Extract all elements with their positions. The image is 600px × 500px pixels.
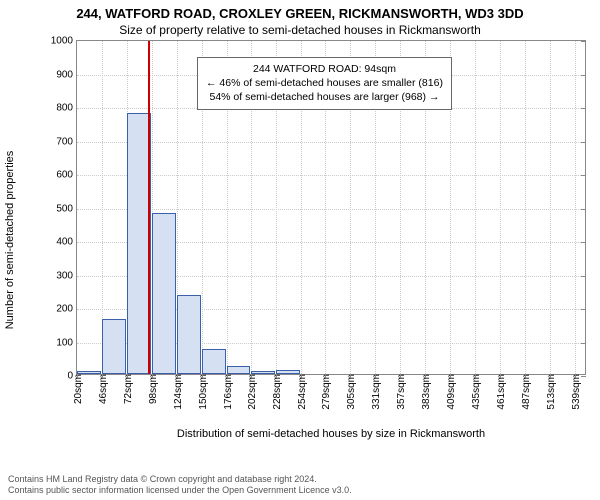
y-tick-mark: [581, 75, 586, 76]
x-tick-label: 254sqm: [295, 374, 308, 410]
gridline-v: [550, 41, 551, 374]
histogram-bar: [177, 295, 201, 374]
x-tick-mark: [77, 374, 78, 378]
y-tick-mark: [581, 242, 586, 243]
x-tick-label: 435sqm: [469, 374, 482, 410]
annotation-line3: 54% of semi-detached houses are larger (…: [206, 90, 443, 104]
x-tick-mark: [152, 374, 153, 378]
y-tick-label: 800: [56, 103, 77, 114]
y-tick-label: 600: [56, 170, 77, 181]
x-tick-label: 513sqm: [544, 374, 557, 410]
gridline-v: [475, 41, 476, 374]
x-tick-mark: [301, 374, 302, 378]
plot-area: 0100200300400500600700800900100020sqm46s…: [76, 40, 586, 375]
x-tick-mark: [227, 374, 228, 378]
x-tick-label: 98sqm: [146, 374, 159, 404]
y-axis-label: Number of semi-detached properties: [4, 151, 16, 330]
x-tick-label: 150sqm: [196, 374, 209, 410]
x-tick-label: 176sqm: [221, 374, 234, 410]
gridline-h: [77, 142, 585, 143]
y-tick-mark: [581, 209, 586, 210]
x-tick-label: 279sqm: [319, 374, 332, 410]
annotation-line2: ← 46% of semi-detached houses are smalle…: [206, 76, 443, 90]
x-tick-mark: [575, 374, 576, 378]
y-tick-mark: [581, 108, 586, 109]
y-tick-mark: [581, 343, 586, 344]
x-tick-mark: [525, 374, 526, 378]
x-tick-label: 20sqm: [71, 374, 84, 404]
x-tick-mark: [350, 374, 351, 378]
y-tick-mark: [581, 309, 586, 310]
footer-credits: Contains HM Land Registry data © Crown c…: [8, 474, 352, 497]
histogram-bar: [152, 213, 176, 374]
x-tick-label: 202sqm: [245, 374, 258, 410]
x-tick-label: 124sqm: [171, 374, 184, 410]
x-tick-label: 72sqm: [121, 374, 134, 404]
y-tick-label: 400: [56, 237, 77, 248]
y-tick-mark: [581, 41, 586, 42]
x-tick-mark: [102, 374, 103, 378]
x-tick-mark: [127, 374, 128, 378]
y-tick-label: 500: [56, 203, 77, 214]
y-tick-label: 100: [56, 337, 77, 348]
x-tick-mark: [202, 374, 203, 378]
histogram-bar: [202, 349, 226, 374]
x-tick-mark: [475, 374, 476, 378]
x-tick-mark: [251, 374, 252, 378]
annotation-line1: 244 WATFORD ROAD: 94sqm: [206, 62, 443, 76]
y-tick-label: 1000: [51, 36, 77, 47]
x-tick-mark: [500, 374, 501, 378]
x-tick-label: 357sqm: [394, 374, 407, 410]
page-subtitle: Size of property relative to semi-detach…: [0, 21, 600, 41]
x-tick-mark: [425, 374, 426, 378]
x-tick-mark: [177, 374, 178, 378]
y-tick-mark: [581, 276, 586, 277]
histogram-bar: [276, 370, 300, 374]
y-tick-mark: [581, 175, 586, 176]
histogram-bar: [251, 371, 275, 374]
histogram-bar: [227, 366, 251, 374]
footer-line1: Contains HM Land Registry data © Crown c…: [8, 474, 352, 485]
x-tick-mark: [276, 374, 277, 378]
x-tick-label: 46sqm: [96, 374, 109, 404]
y-tick-label: 900: [56, 69, 77, 80]
x-tick-label: 409sqm: [444, 374, 457, 410]
annotation-box: 244 WATFORD ROAD: 94sqm ← 46% of semi-de…: [197, 57, 452, 110]
reference-line: [148, 41, 150, 374]
y-tick-mark: [581, 142, 586, 143]
x-tick-label: 539sqm: [569, 374, 582, 410]
histogram-bar: [102, 319, 126, 374]
x-tick-mark: [400, 374, 401, 378]
chart-container: Number of semi-detached properties 01002…: [28, 40, 593, 440]
x-tick-label: 331sqm: [369, 374, 382, 410]
x-tick-mark: [375, 374, 376, 378]
gridline-v: [575, 41, 576, 374]
x-tick-mark: [325, 374, 326, 378]
y-tick-label: 200: [56, 304, 77, 315]
page-title: 244, WATFORD ROAD, CROXLEY GREEN, RICKMA…: [0, 0, 600, 21]
x-tick-label: 461sqm: [494, 374, 507, 410]
y-tick-label: 700: [56, 136, 77, 147]
x-tick-label: 228sqm: [270, 374, 283, 410]
gridline-h: [77, 175, 585, 176]
x-tick-mark: [450, 374, 451, 378]
x-tick-label: 383sqm: [419, 374, 432, 410]
footer-line2: Contains public sector information licen…: [8, 485, 352, 496]
x-axis-label: Distribution of semi-detached houses by …: [76, 428, 586, 440]
histogram-bar: [77, 371, 101, 374]
gridline-v: [500, 41, 501, 374]
gridline-h: [77, 209, 585, 210]
x-tick-label: 305sqm: [344, 374, 357, 410]
gridline-v: [525, 41, 526, 374]
x-tick-label: 487sqm: [519, 374, 532, 410]
x-tick-mark: [550, 374, 551, 378]
y-tick-label: 300: [56, 270, 77, 281]
